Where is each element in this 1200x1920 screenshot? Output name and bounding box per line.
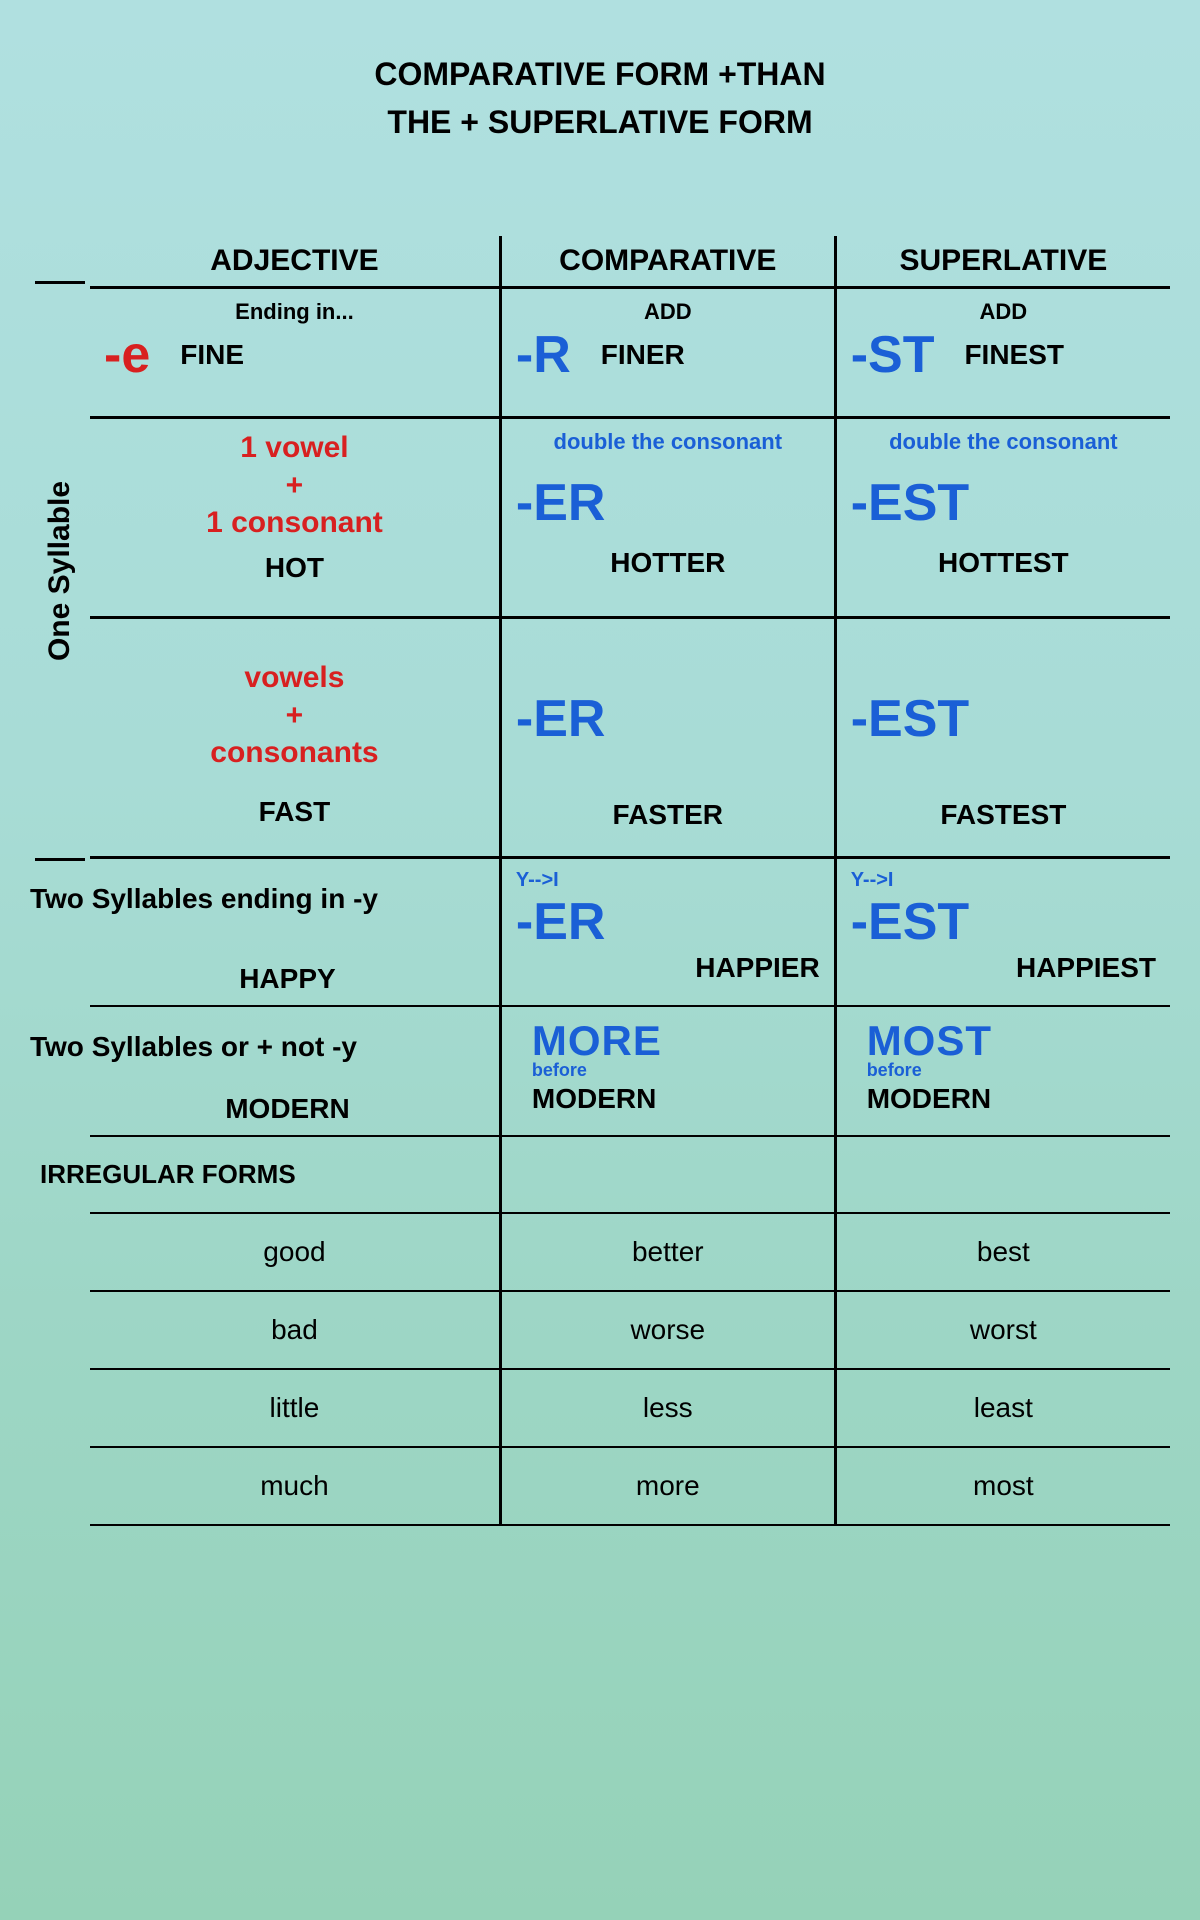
example-finest: FINEST — [964, 339, 1064, 371]
irr-sup-1: worst — [835, 1291, 1170, 1369]
irr-adj-2: little — [90, 1369, 500, 1447]
irregular-row: much more most — [90, 1447, 1170, 1525]
grammar-table: ADJECTIVE COMPARATIVE SUPERLATIVE Ending… — [90, 236, 1170, 1526]
suffix-est-2: -EST — [851, 689, 1156, 749]
suffix-er-3: -ER — [516, 892, 820, 952]
irr-adj-1: bad — [90, 1291, 500, 1369]
irr-sup-3: most — [835, 1447, 1170, 1525]
example-modern-comp: MODERN — [532, 1083, 820, 1115]
header-comparative: COMPARATIVE — [500, 236, 835, 288]
before-comp: before — [532, 1061, 820, 1079]
header-row: ADJECTIVE COMPARATIVE SUPERLATIVE — [90, 236, 1170, 288]
row-two-syl-y: Two Syllables ending in -y HAPPY Y-->I -… — [90, 858, 1170, 1007]
irregular-row: little less least — [90, 1369, 1170, 1447]
example-fine: FINE — [180, 339, 244, 371]
example-modern: MODERN — [90, 1093, 485, 1125]
example-happier: HAPPIER — [516, 952, 820, 984]
title-line-1: COMPARATIVE FORM +THAN — [30, 50, 1170, 98]
before-sup: before — [867, 1061, 1156, 1079]
irregular-header: IRREGULAR FORMS — [40, 1159, 296, 1189]
example-faster: FASTER — [516, 799, 820, 831]
row-ending-e: Ending in... -e FINE ADD -R FINER ADD -S… — [90, 288, 1170, 418]
example-fast: FAST — [104, 796, 485, 828]
two-syl-not-y-label: Two Syllables or + not -y — [30, 1017, 485, 1063]
irr-comp-3: more — [500, 1447, 835, 1525]
rule-1consonant: 1 consonant — [104, 504, 485, 542]
more-word: MORE — [532, 1017, 820, 1065]
suffix-e: -e — [104, 325, 150, 385]
example-happiest: HAPPIEST — [851, 952, 1156, 984]
double-note-sup: double the consonant — [851, 429, 1156, 455]
add-note-comp: ADD — [516, 299, 820, 325]
rule-consonants: consonants — [104, 734, 485, 772]
suffix-r: -R — [516, 325, 571, 385]
rule-plus: + — [104, 467, 485, 505]
irr-adj-3: much — [90, 1447, 500, 1525]
page-title: COMPARATIVE FORM +THAN THE + SUPERLATIVE… — [30, 50, 1170, 146]
irregular-row: bad worse worst — [90, 1291, 1170, 1369]
irregular-row: good better best — [90, 1213, 1170, 1291]
example-fastest: FASTEST — [851, 799, 1156, 831]
row-vowel-consonant: 1 vowel + 1 consonant HOT double the con… — [90, 418, 1170, 618]
double-note-comp: double the consonant — [516, 429, 820, 455]
suffix-er-2: -ER — [516, 689, 820, 749]
rule-plus2: + — [104, 697, 485, 735]
suffix-er: -ER — [516, 473, 820, 533]
suffix-est-3: -EST — [851, 892, 1156, 952]
y-to-i-sup: Y-->I — [851, 869, 1156, 892]
header-adjective: ADJECTIVE — [90, 236, 500, 288]
example-hotter: HOTTER — [516, 547, 820, 579]
example-hot: HOT — [104, 552, 485, 584]
y-to-i-comp: Y-->I — [516, 869, 820, 892]
rule-vowels: vowels — [104, 659, 485, 697]
one-syllable-label: One Syllable — [35, 281, 85, 861]
example-hottest: HOTTEST — [851, 547, 1156, 579]
irr-sup-2: least — [835, 1369, 1170, 1447]
irr-adj-0: good — [90, 1213, 500, 1291]
irr-sup-0: best — [835, 1213, 1170, 1291]
header-superlative: SUPERLATIVE — [835, 236, 1170, 288]
title-line-2: THE + SUPERLATIVE FORM — [30, 98, 1170, 146]
suffix-est: -EST — [851, 473, 1156, 533]
row-two-syl-not-y: Two Syllables or + not -y MODERN MORE be… — [90, 1006, 1170, 1136]
add-note-sup: ADD — [851, 299, 1156, 325]
most-word: MOST — [867, 1017, 1156, 1065]
irregular-header-row: IRREGULAR FORMS — [90, 1136, 1170, 1213]
example-modern-sup: MODERN — [867, 1083, 1156, 1115]
suffix-st: -ST — [851, 325, 935, 385]
rule-1vowel: 1 vowel — [104, 429, 485, 467]
irr-comp-1: worse — [500, 1291, 835, 1369]
example-happy: HAPPY — [90, 963, 485, 995]
ending-in-note: Ending in... — [104, 299, 485, 325]
row-vowels-consonants: vowels + consonants FAST -ER FASTER -EST… — [90, 618, 1170, 858]
example-finer: FINER — [601, 339, 685, 371]
irr-comp-2: less — [500, 1369, 835, 1447]
irr-comp-0: better — [500, 1213, 835, 1291]
two-syl-y-label: Two Syllables ending in -y — [30, 869, 485, 915]
